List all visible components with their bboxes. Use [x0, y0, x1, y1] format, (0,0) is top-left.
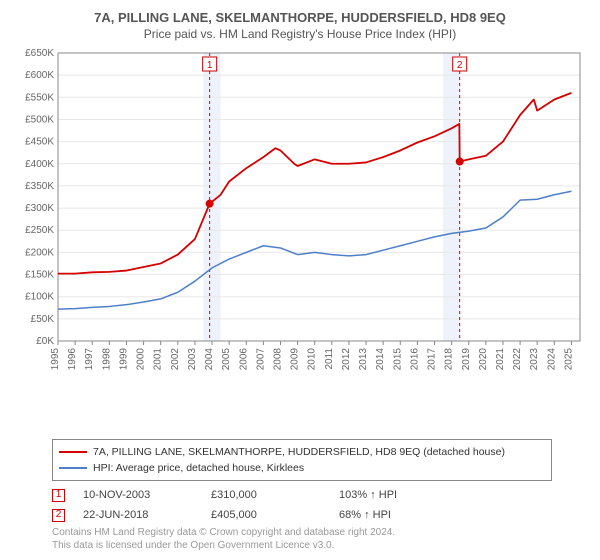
svg-text:2008: 2008 [272, 348, 283, 371]
footer-line-1: Contains HM Land Registry data © Crown c… [52, 527, 588, 540]
svg-text:£400K: £400K [25, 159, 54, 170]
chart-area: £0K £50K £100K £150K £200K £250K £300K £350K £40… [12, 45, 588, 431]
svg-text:£200K: £200K [25, 247, 54, 258]
sale-date: 10-NOV-2003 [83, 489, 193, 501]
svg-text:2005: 2005 [221, 348, 232, 371]
svg-text:2018: 2018 [444, 348, 455, 371]
svg-text:2000: 2000 [136, 348, 147, 371]
page-title: 7A, PILLING LANE, SKELMANTHORPE, HUDDERS… [12, 10, 588, 25]
svg-text:£300K: £300K [25, 203, 54, 214]
svg-text:2009: 2009 [290, 348, 301, 371]
svg-text:2013: 2013 [358, 348, 369, 371]
svg-text:1998: 1998 [101, 348, 112, 371]
svg-text:2: 2 [457, 60, 463, 71]
legend-label: HPI: Average price, detached house, Kirk… [93, 462, 304, 474]
svg-text:2006: 2006 [238, 348, 249, 371]
svg-text:2023: 2023 [529, 348, 540, 371]
svg-text:2022: 2022 [512, 348, 523, 371]
legend-label: 7A, PILLING LANE, SKELMANTHORPE, HUDDERS… [93, 446, 505, 458]
svg-text:2016: 2016 [409, 348, 420, 371]
legend-swatch [59, 451, 87, 453]
svg-text:1997: 1997 [84, 348, 95, 371]
svg-text:2021: 2021 [495, 348, 506, 371]
svg-text:2010: 2010 [307, 348, 318, 371]
legend-item-property: 7A, PILLING LANE, SKELMANTHORPE, HUDDERS… [59, 444, 545, 460]
svg-text:£350K: £350K [25, 181, 54, 192]
svg-text:2004: 2004 [204, 348, 215, 371]
svg-text:£0K: £0K [36, 336, 54, 347]
svg-text:1996: 1996 [67, 348, 78, 371]
svg-text:1999: 1999 [118, 348, 129, 371]
svg-text:£250K: £250K [25, 225, 54, 236]
sale-row: 1 10-NOV-2003 £310,000 103% ↑ HPI [52, 485, 588, 505]
sale-marker: 1 [52, 489, 65, 502]
sale-hpi: 103% ↑ HPI [339, 489, 449, 501]
legend-item-hpi: HPI: Average price, detached house, Kirk… [59, 460, 545, 476]
page-subtitle: Price paid vs. HM Land Registry's House … [12, 27, 588, 41]
svg-text:£500K: £500K [25, 114, 54, 125]
footer-note: Contains HM Land Registry data © Crown c… [52, 527, 588, 552]
svg-text:2014: 2014 [375, 348, 386, 371]
svg-text:£450K: £450K [25, 137, 54, 148]
svg-text:£150K: £150K [25, 270, 54, 281]
sale-row: 2 22-JUN-2018 £405,000 68% ↑ HPI [52, 505, 588, 525]
svg-text:2007: 2007 [255, 348, 266, 371]
svg-text:2003: 2003 [187, 348, 198, 371]
svg-text:2024: 2024 [546, 348, 557, 371]
svg-text:2002: 2002 [170, 348, 181, 371]
sale-marker: 2 [52, 509, 65, 522]
sale-hpi: 68% ↑ HPI [339, 509, 449, 521]
legend-swatch [59, 467, 87, 469]
svg-text:£100K: £100K [25, 292, 54, 303]
svg-text:2020: 2020 [478, 348, 489, 371]
svg-text:2025: 2025 [563, 348, 574, 371]
sale-price: £405,000 [211, 509, 321, 521]
sales-table: 1 10-NOV-2003 £310,000 103% ↑ HPI 2 22-JUN-20… [52, 485, 588, 525]
legend: 7A, PILLING LANE, SKELMANTHORPE, HUDDERS… [52, 439, 552, 481]
svg-text:1995: 1995 [50, 348, 61, 371]
svg-text:2001: 2001 [153, 348, 164, 371]
svg-text:2019: 2019 [461, 348, 472, 371]
price-chart: £0K £50K £100K £150K £200K £250K £300K £350K £40… [12, 45, 588, 375]
svg-text:£650K: £650K [25, 48, 54, 59]
svg-text:2017: 2017 [427, 348, 438, 371]
footer-line-2: This data is licensed under the Open Gov… [52, 540, 588, 553]
svg-text:1: 1 [207, 60, 213, 71]
svg-text:£550K: £550K [25, 92, 54, 103]
svg-text:£50K: £50K [31, 314, 55, 325]
svg-text:2011: 2011 [324, 348, 335, 370]
sale-date: 22-JUN-2018 [83, 509, 193, 521]
sale-price: £310,000 [211, 489, 321, 501]
svg-text:2012: 2012 [341, 348, 352, 371]
svg-text:£600K: £600K [25, 70, 54, 81]
svg-text:2015: 2015 [392, 348, 403, 371]
